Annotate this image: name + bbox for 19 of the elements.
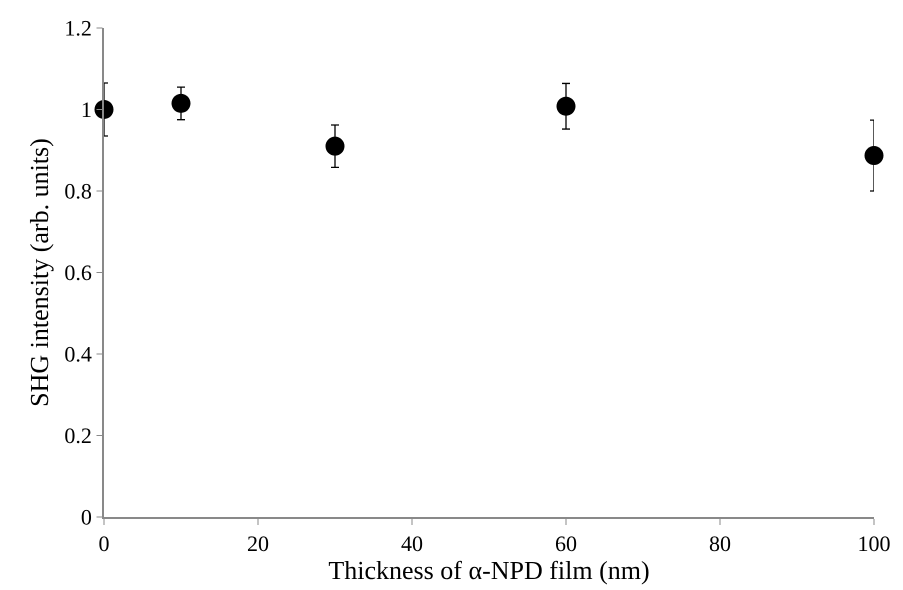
y-tick-label: 0.6 — [64, 260, 92, 286]
point — [556, 96, 576, 116]
point — [864, 146, 884, 166]
point — [172, 94, 190, 113]
y-tick-label: 1 — [80, 97, 92, 122]
x-tick-label: 20 — [247, 531, 269, 556]
y-tick-label: 0.2 — [64, 423, 92, 448]
x-tick-label: 80 — [709, 531, 731, 556]
y-axis-title: SHG intensity (arb. units) — [25, 138, 54, 407]
x-tick-label: 100 — [858, 531, 890, 556]
x-axis-title: Thickness of α-NPD film (nm) — [328, 556, 650, 586]
x-tick-label: 40 — [401, 531, 423, 556]
x-tick-label: 0 — [98, 531, 110, 556]
y-tick-label: 1.2 — [64, 16, 92, 41]
point — [326, 136, 344, 156]
x-tick-label: 60 — [555, 531, 577, 556]
y-tick-label: 0.4 — [64, 342, 92, 367]
y-tick-label: 0 — [80, 504, 92, 530]
y-tick-label: 0.8 — [64, 178, 92, 204]
